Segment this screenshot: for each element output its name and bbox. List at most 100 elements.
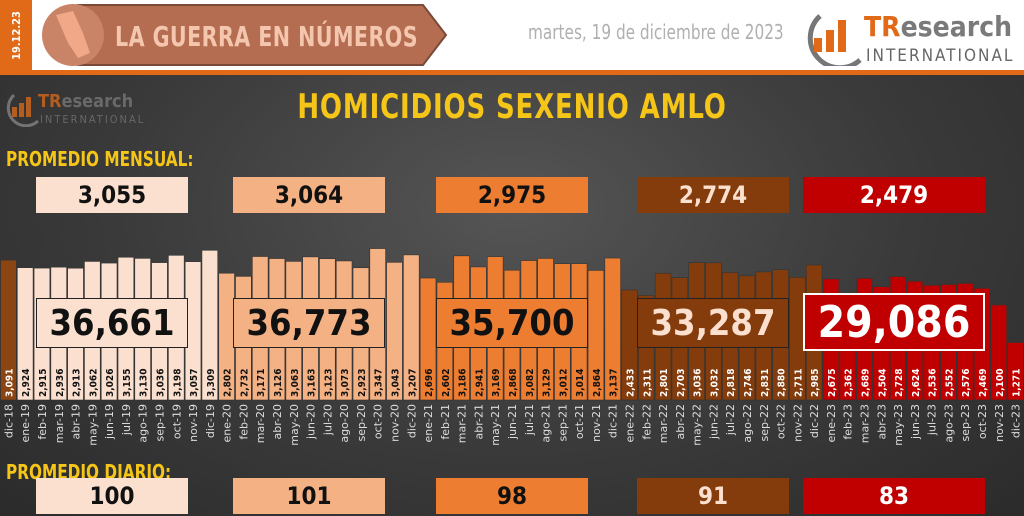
bar-value-label: 3,062 (88, 369, 99, 397)
bar-value-label: 2,536 (928, 369, 939, 397)
bar-value-label: 2,711 (793, 369, 804, 397)
month-label: jul-20 (321, 404, 334, 436)
bar-value-label: 3,036 (693, 369, 704, 397)
bar-value-label: 2,913 (72, 369, 83, 397)
bar-dic-21 (604, 257, 621, 401)
month-label: mar-19 (53, 404, 66, 443)
month-label: abr-22 (674, 404, 687, 440)
bar-value-label: 3,163 (307, 369, 318, 397)
logo-intl: INTERNATIONAL (40, 113, 146, 126)
logo-rest: esearch (61, 91, 134, 112)
bar-value-label: 2,864 (592, 369, 603, 397)
bar-value-label: 3,126 (273, 369, 284, 397)
month-label: jul-23 (926, 404, 939, 436)
bar-value-label: 1,271 (1012, 369, 1023, 397)
month-label: ago-21 (540, 404, 553, 443)
month-label: jul-19 (120, 404, 133, 436)
month-label: abr-20 (271, 404, 284, 440)
bar-value-label: 2,689 (861, 369, 872, 397)
bar-value-label: 3,032 (709, 369, 720, 397)
bar-value-label: 3,063 (290, 369, 301, 397)
bar-value-label: 2,868 (508, 369, 519, 397)
tresearch-logo: TResearch INTERNATIONAL (802, 8, 1022, 68)
divider (0, 70, 1024, 75)
bar-value-label: 3,198 (172, 369, 183, 397)
daily-average-box: 83 (803, 478, 985, 514)
month-label: mar-20 (254, 404, 267, 443)
bar-value-label: 2,923 (357, 369, 368, 397)
month-label: jun-21 (506, 404, 519, 440)
bar-value-label: 2,552 (944, 369, 955, 397)
bar-chart: 3,091 dic-18 2,924 ene-19 2,915 feb-19 2,936 ma… (0, 248, 1024, 446)
bar-value-label: 3,073 (340, 369, 351, 397)
logo-intl: INTERNATIONAL (866, 46, 1015, 66)
logo-tr: TR (38, 91, 62, 112)
logo-chart-icon (807, 14, 862, 66)
bar-value-label: 3,043 (390, 369, 401, 397)
month-label: jun-20 (305, 404, 318, 440)
mexico-map-icon (56, 11, 90, 58)
month-label: feb-22 (640, 404, 653, 440)
monthly-average-box: 2,774 (637, 177, 789, 213)
month-label: dic-18 (2, 404, 15, 438)
month-label: may-19 (86, 404, 99, 446)
bar-value-label: 2,880 (777, 369, 788, 397)
bar-value-label: 3,036 (155, 369, 166, 397)
year-total-box: 35,700 (436, 298, 588, 348)
bar-value-label: 3,012 (558, 369, 569, 397)
bar-value-label: 3,171 (256, 369, 267, 397)
bar-value-label: 3,123 (323, 369, 334, 397)
bar-value-label: 3,207 (407, 369, 418, 397)
month-label: abr-19 (70, 404, 83, 440)
bar-value-label: 2,728 (894, 369, 905, 397)
bar-value-label: 2,624 (911, 369, 922, 397)
month-label: jul-21 (523, 404, 536, 436)
month-label: sep-19 (153, 404, 166, 441)
bar-value-label: 2,504 (877, 369, 888, 397)
bar-value-label: 2,100 (995, 369, 1006, 397)
bar-value-label: 2,675 (827, 369, 838, 397)
logo-rest: esearch (900, 10, 1013, 43)
bar-value-label: 2,831 (760, 369, 771, 397)
month-label: jun-23 (909, 404, 922, 440)
month-label: jun-19 (103, 404, 116, 440)
bar-value-label: 3,186 (458, 369, 469, 397)
month-label: feb-21 (439, 404, 452, 440)
month-label: may-22 (691, 404, 704, 446)
month-label: nov-22 (791, 404, 804, 442)
month-label: ene-22 (624, 404, 637, 442)
bar-value-label: 2,802 (223, 369, 234, 397)
bar-value-label: 3,169 (491, 369, 502, 397)
year-total-box: 36,661 (36, 298, 188, 348)
banner-title: LA GUERRA EN NÚMEROS (115, 20, 419, 53)
month-label: ene-21 (422, 404, 435, 442)
month-label: may-21 (489, 404, 502, 446)
daily-average-box: 98 (436, 478, 588, 514)
year-total-box: 33,287 (637, 298, 789, 348)
month-label: abr-21 (472, 404, 485, 440)
month-label: mar-23 (859, 404, 872, 443)
month-label: nov-23 (993, 404, 1006, 442)
monthly-average-label: PROMEDIO MENSUAL: (6, 147, 194, 171)
month-label: ene-23 (825, 404, 838, 442)
month-label: sep-23 (959, 404, 972, 441)
logo-tr: TR (864, 10, 901, 43)
month-label: nov-20 (388, 404, 401, 442)
month-label: mar-22 (657, 404, 670, 443)
month-label: feb-19 (36, 404, 49, 440)
bar-value-label: 2,746 (743, 369, 754, 397)
bar-dic-18 (0, 259, 17, 401)
bar-value-label: 3,137 (609, 369, 620, 397)
month-label: ene-20 (221, 404, 234, 442)
bar-value-label: 2,703 (676, 369, 687, 397)
bar-value-label: 2,801 (659, 369, 670, 397)
month-label: jun-22 (707, 404, 720, 440)
daily-average-box: 101 (233, 478, 385, 514)
month-label: dic-22 (808, 404, 821, 438)
bar-ene-19 (16, 267, 34, 401)
bar-value-label: 3,129 (542, 369, 553, 397)
date-text: martes, 19 de diciembre de 2023 (528, 20, 784, 44)
bar-value-label: 2,576 (961, 369, 972, 397)
month-label: nov-21 (590, 404, 603, 442)
bar-value-label: 3,057 (189, 369, 200, 397)
